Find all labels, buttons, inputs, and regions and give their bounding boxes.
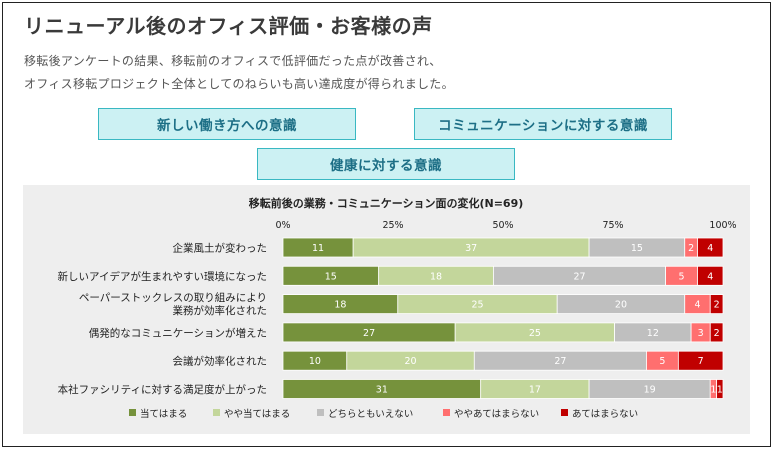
- data-label: 12: [647, 328, 659, 339]
- tag-communication: コミュニケーションに対する意識: [414, 108, 672, 140]
- category-label: 会議が効率化された: [173, 355, 268, 368]
- data-label: 27: [363, 328, 375, 339]
- data-label: 11: [312, 243, 324, 254]
- x-tick-label: 75%: [602, 220, 623, 231]
- bar-segment: [716, 379, 724, 399]
- legend-label: あてはまらない: [572, 409, 638, 420]
- data-label: 17: [529, 385, 541, 396]
- legend-swatch: [443, 409, 450, 416]
- bar-segment: [697, 265, 724, 286]
- data-label: 25: [471, 300, 483, 311]
- legend-label: 当てはまる: [140, 408, 187, 420]
- legend-swatch: [129, 409, 136, 416]
- category-label: 新しいアイデアが生まれやすい環境になった: [58, 270, 267, 283]
- data-label: 1: [717, 385, 723, 396]
- x-tick-label: 0%: [275, 220, 290, 231]
- data-label: 2: [688, 243, 694, 254]
- data-label: 20: [615, 300, 627, 311]
- data-label: 27: [573, 271, 585, 282]
- data-label: 2: [714, 328, 720, 339]
- x-tick-label: 50%: [492, 220, 513, 231]
- bar-segment: [709, 322, 724, 343]
- data-label: 31: [376, 385, 388, 396]
- legend-swatch: [213, 409, 220, 416]
- chart-panel: 移転前後の業務・コミュニケーション面の変化(N=69) 0% 25% 50% 75% 10…: [23, 185, 750, 434]
- data-label: 15: [631, 243, 643, 254]
- chart-title: 移転前後の業務・コミュニケーション面の変化(N=69): [249, 196, 524, 210]
- bar-segment: [709, 294, 724, 314]
- legend-label: ややあてはまらない: [454, 409, 539, 420]
- data-label: 4: [707, 271, 713, 282]
- legend-label: どちらともいえない: [328, 409, 413, 420]
- bar-segment: [677, 350, 724, 371]
- tag-new-work-style: 新しい働き方への意識: [98, 108, 356, 140]
- legend-swatch: [317, 409, 324, 416]
- bar-segment: [697, 237, 724, 258]
- data-label: 1: [710, 385, 716, 396]
- data-label: 5: [679, 271, 685, 282]
- data-label: 2: [714, 300, 720, 311]
- tag-health: 健康に対する意識: [257, 148, 515, 180]
- x-tick-label: 25%: [382, 220, 403, 231]
- data-label: 37: [465, 243, 477, 254]
- x-tick-label: 100%: [709, 220, 736, 231]
- data-label: 19: [644, 385, 656, 396]
- data-label: 20: [404, 356, 416, 367]
- data-label: 7: [698, 356, 704, 367]
- category-label: 偶発的なコミュニケーションが増えた: [89, 326, 267, 339]
- category-label: 業務が効率化された: [173, 304, 268, 317]
- description-line-2: オフィス移転プロジェクト全体としてのねらいも高い達成度が得られました。: [24, 77, 454, 91]
- data-label: 18: [430, 271, 442, 282]
- category-label: 企業風土が変わった: [173, 242, 268, 255]
- page-title: リニューアル後のオフィス評価・お客様の声: [24, 14, 433, 38]
- description-line-1: 移転後アンケートの結果、移転前のオフィスで低評価だった点が改善され、: [24, 54, 442, 68]
- data-label: 4: [694, 300, 700, 311]
- data-label: 18: [334, 300, 346, 311]
- legend-label: やや当てはまる: [224, 408, 290, 420]
- category-label: 本社ファシリティに対する満足度が上がった: [58, 383, 267, 396]
- data-label: 27: [554, 356, 566, 367]
- data-label: 15: [325, 271, 337, 282]
- legend-swatch: [561, 409, 568, 416]
- data-label: 10: [309, 356, 321, 367]
- data-label: 4: [707, 243, 713, 254]
- data-label: 3: [698, 328, 704, 339]
- stacked-bar-chart: 移転前後の業務・コミュニケーション面の変化(N=69) 0% 25% 50% 75% 10…: [58, 196, 737, 420]
- category-label: ペーパーストックレスの取り組みにより: [79, 291, 267, 304]
- data-label: 5: [659, 356, 665, 367]
- data-label: 25: [529, 328, 541, 339]
